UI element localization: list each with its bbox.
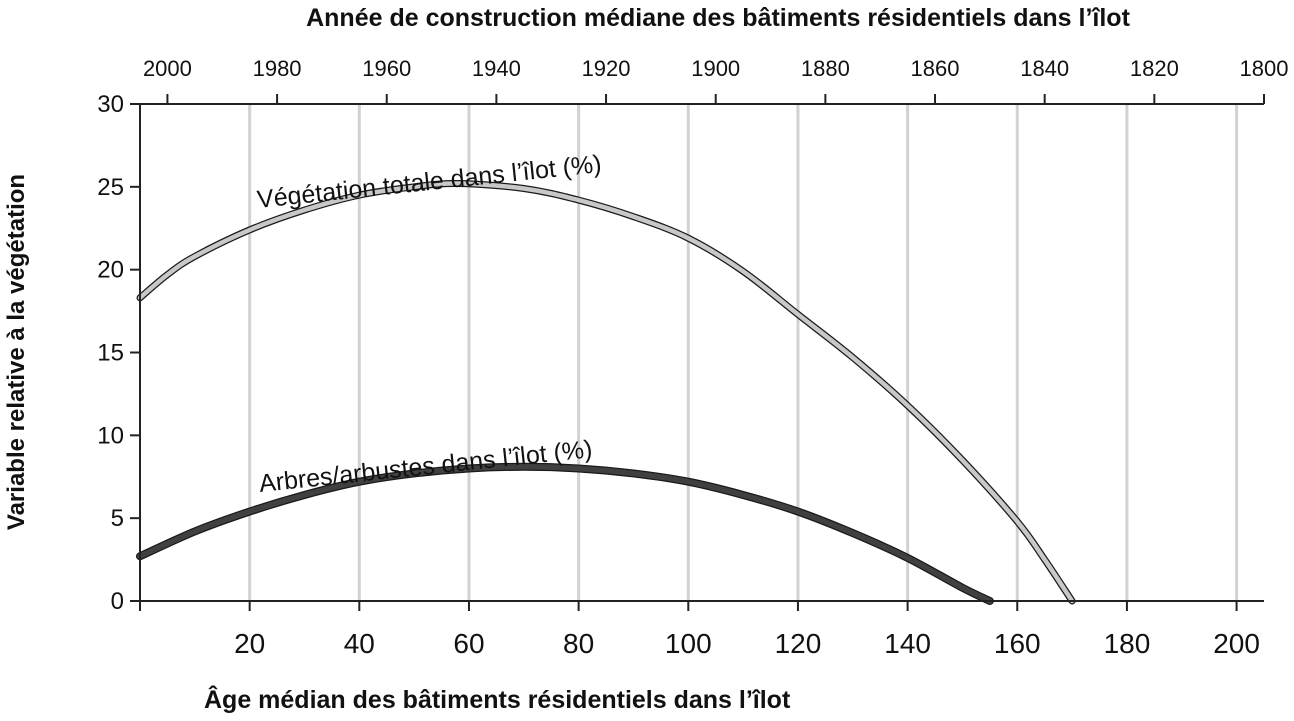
x-tick-label-140: 140 xyxy=(884,628,931,659)
top-tick-label-2000: 2000 xyxy=(143,56,192,81)
x-tick-label-80: 80 xyxy=(563,628,594,659)
y-tick-label-5: 5 xyxy=(111,505,124,532)
y-axis-title: Variable relative à la végétation xyxy=(3,174,30,530)
top-tick-label-1900: 1900 xyxy=(691,56,740,81)
top-tick-label-1980: 1980 xyxy=(253,56,302,81)
y-tick-label-10: 10 xyxy=(97,422,124,449)
series-layer xyxy=(136,180,1076,605)
x-axis-title: Âge médian des bâtiments résidentiels da… xyxy=(204,684,791,714)
x-tick-label-120: 120 xyxy=(775,628,822,659)
x-tick-label-100: 100 xyxy=(665,628,712,659)
series-label-trees-shrubs: Arbres/arbustes dans l’îlot (%) xyxy=(258,435,594,498)
top-tick-label-1920: 1920 xyxy=(582,56,631,81)
top-tick-label-1820: 1820 xyxy=(1130,56,1179,81)
y-tick-label-30: 30 xyxy=(97,91,124,118)
y-tick-label-20: 20 xyxy=(97,257,124,284)
x-tick-label-160: 160 xyxy=(994,628,1041,659)
ticks: 0 5 10 15 20 25 30 20 40 60 80 100 120 140 160 180 200 20… xyxy=(97,56,1288,659)
series-line-1 xyxy=(137,464,993,604)
x-tick-label-180: 180 xyxy=(1104,628,1151,659)
series-outline-0 xyxy=(136,180,1076,605)
series-label-total-vegetation: Végétation totale dans l’îlot (%) xyxy=(256,150,603,214)
y-tick-label-25: 25 xyxy=(97,174,124,201)
top-tick-label-1880: 1880 xyxy=(801,56,850,81)
x-tick-label-200: 200 xyxy=(1213,628,1260,659)
series-line-0 xyxy=(137,181,1075,604)
x-tick-label-40: 40 xyxy=(344,628,375,659)
axes xyxy=(139,103,1264,602)
top-tick-label-1960: 1960 xyxy=(362,56,411,81)
x-tick-label-20: 20 xyxy=(234,628,265,659)
top-tick-label-1860: 1860 xyxy=(911,56,960,81)
top-tick-label-1800: 1800 xyxy=(1240,56,1289,81)
y-tick-label-15: 15 xyxy=(97,340,124,367)
top-tick-label-1940: 1940 xyxy=(472,56,521,81)
x-tick-label-60: 60 xyxy=(453,628,484,659)
top-axis-title: Année de construction médiane des bâtime… xyxy=(306,4,1130,32)
top-tick-label-1840: 1840 xyxy=(1020,56,1069,81)
y-tick-label-0: 0 xyxy=(111,588,124,615)
